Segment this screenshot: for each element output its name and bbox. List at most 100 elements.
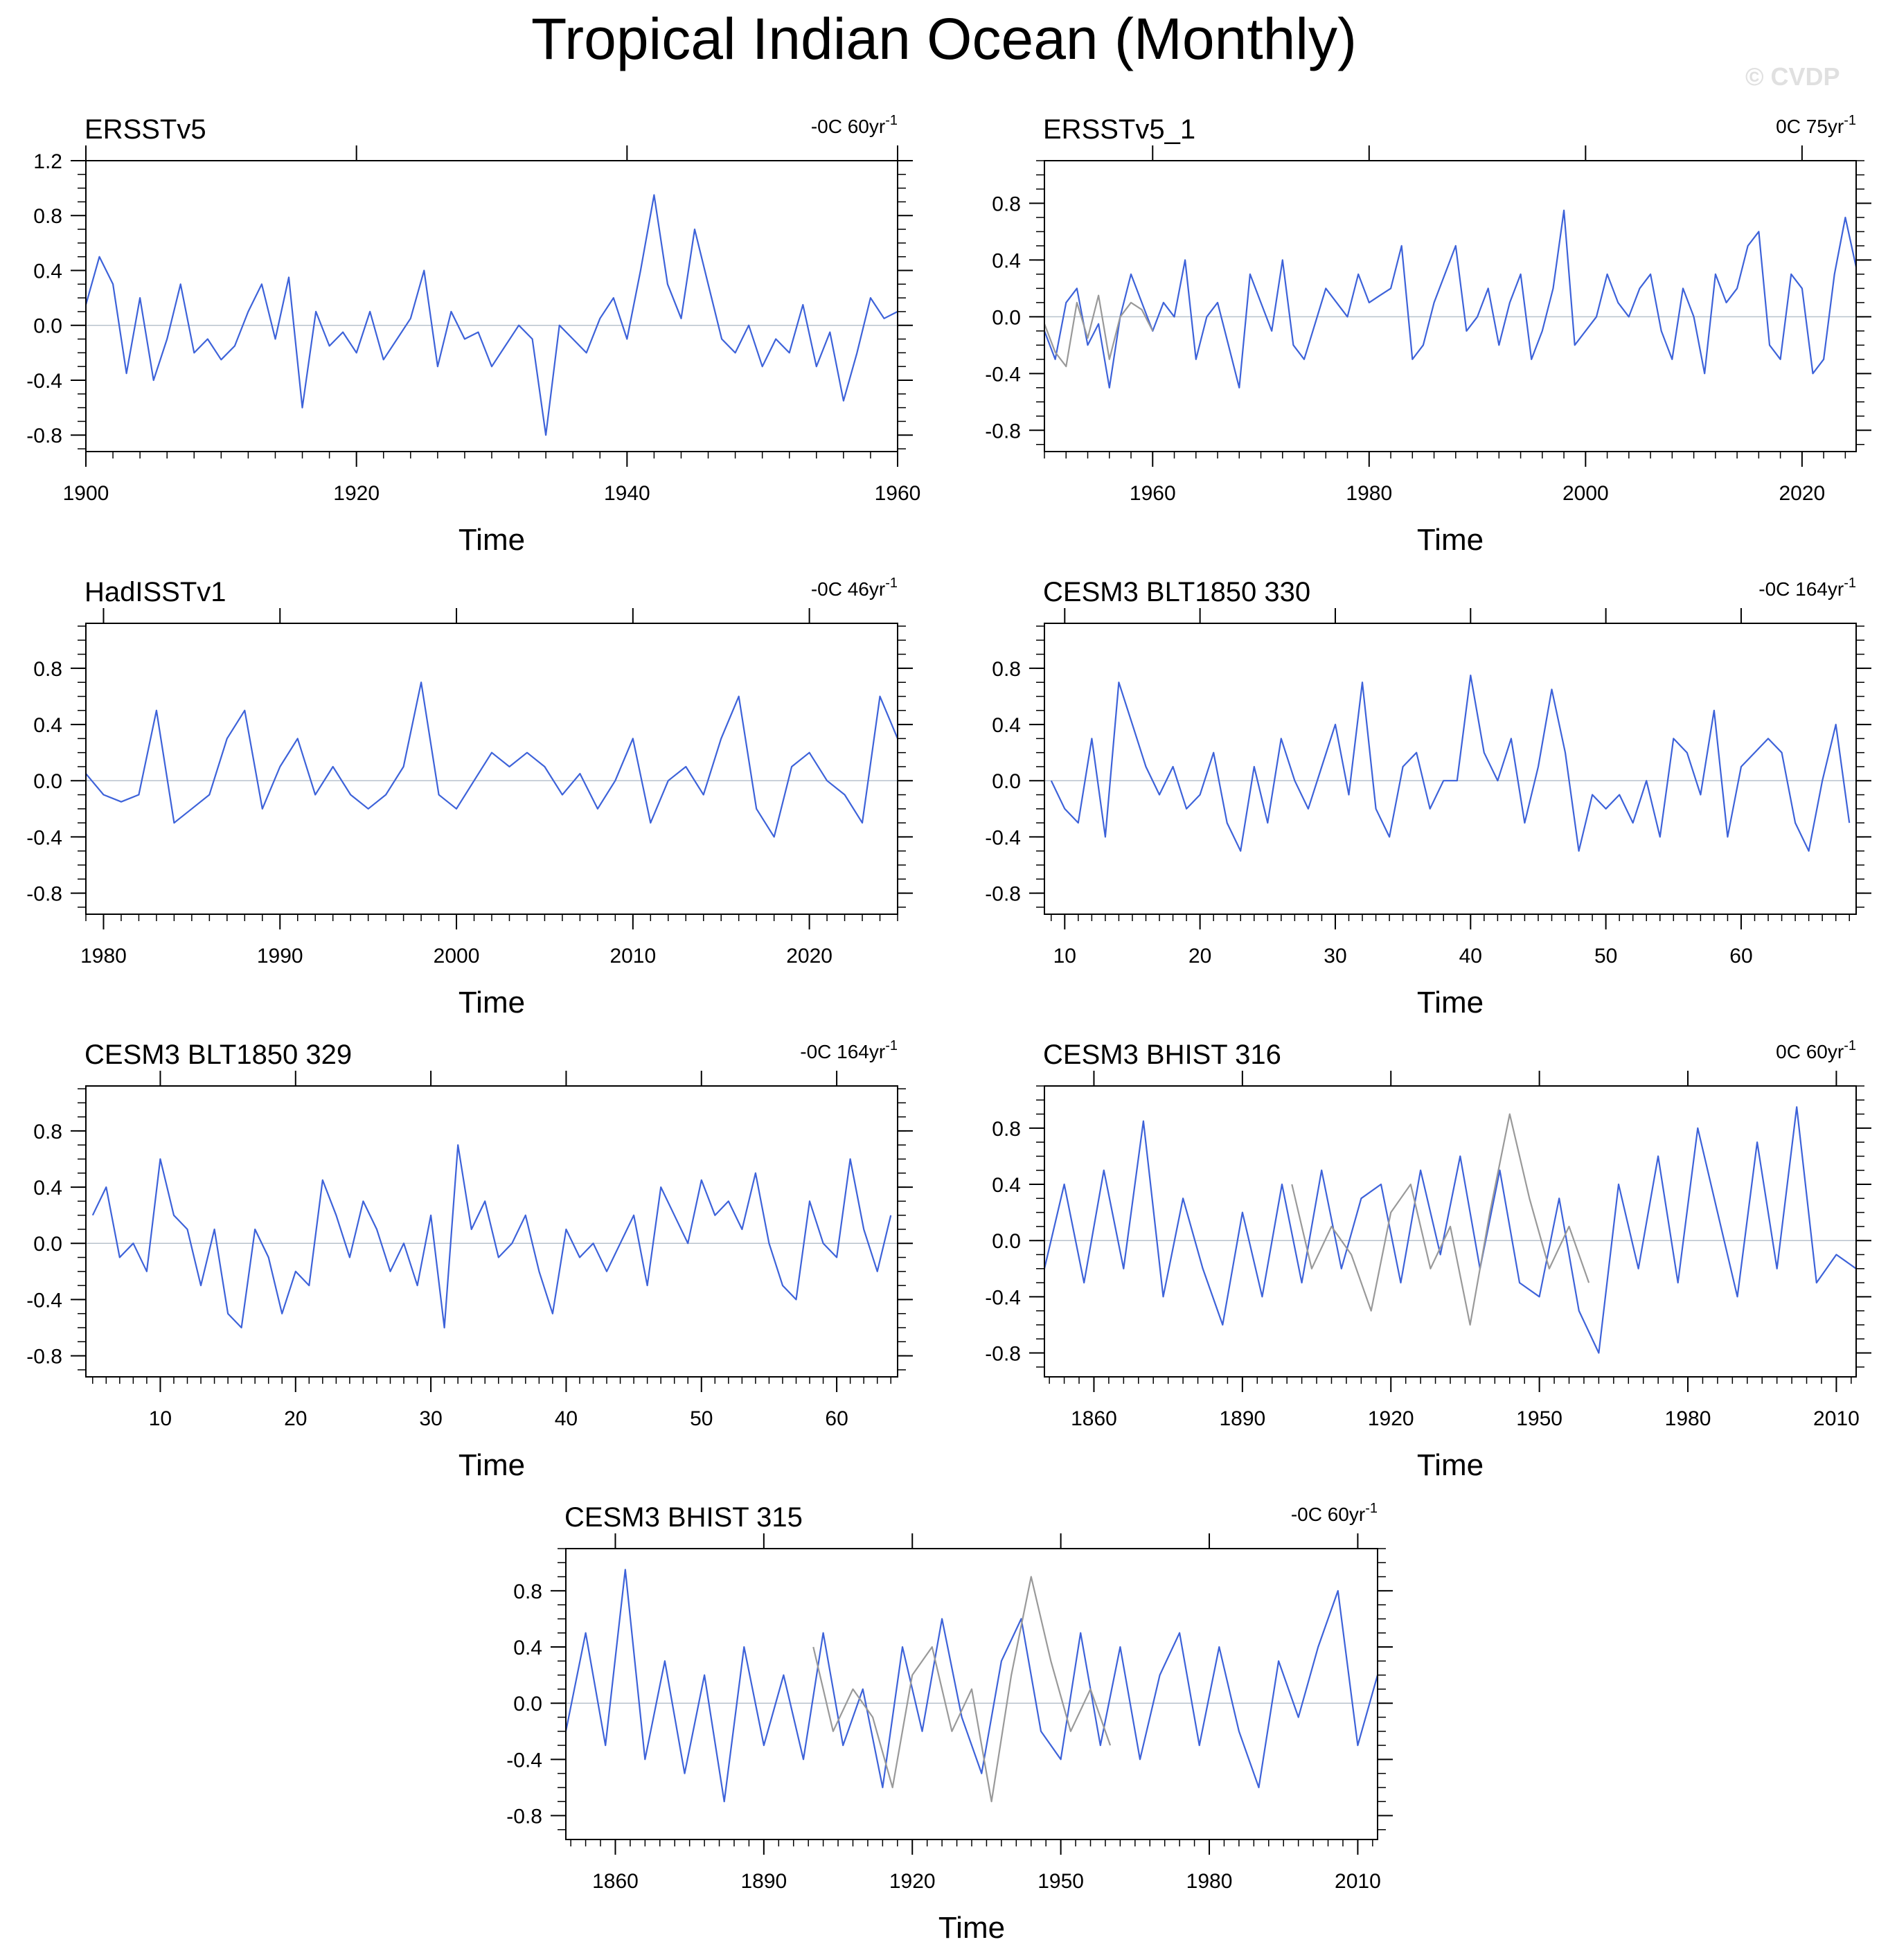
trend-annotation-exponent: -1 bbox=[885, 1038, 898, 1053]
trend-annotation-exponent: -1 bbox=[885, 113, 898, 128]
chart-panel-3: 0.8 0.4 0.0 -0.4 -0.8 1980 1990 2000 2010 2020 Had… bbox=[26, 576, 913, 1019]
y-tick-label: -0.4 bbox=[26, 826, 62, 849]
x-tick-label: 1920 bbox=[889, 1870, 936, 1893]
x-tick-label: 1950 bbox=[1037, 1870, 1084, 1893]
y-tick-label: -0.4 bbox=[26, 1289, 62, 1312]
trend-annotation-exponent: -1 bbox=[885, 576, 898, 591]
y-tick-label: -0.8 bbox=[985, 420, 1021, 443]
plot-frame bbox=[1044, 1085, 1857, 1378]
x-tick-label: 50 bbox=[1594, 945, 1617, 968]
y-tick-label: 0.0 bbox=[33, 770, 62, 793]
x-tick-label: 1960 bbox=[875, 482, 921, 505]
x-tick-label: 1950 bbox=[1516, 1407, 1562, 1430]
y-tick-label: 0.8 bbox=[33, 1121, 62, 1143]
panel-title: CESM3 BHIST 315 bbox=[564, 1502, 803, 1533]
x-tick-label: 1900 bbox=[63, 482, 109, 505]
x-tick-label: 50 bbox=[690, 1407, 713, 1430]
x-tick-label: 1860 bbox=[592, 1870, 639, 1893]
trend-annotation: -0C 46yr-1 bbox=[811, 576, 898, 600]
x-tick-label: 2000 bbox=[434, 945, 480, 968]
plot-frame bbox=[85, 623, 898, 915]
x-axis-label: Time bbox=[938, 1911, 1005, 1945]
y-tick-label: 0.4 bbox=[992, 714, 1021, 737]
panel-title: ERSSTv5 bbox=[84, 114, 206, 145]
x-tick-label: 1890 bbox=[740, 1870, 787, 1893]
x-axis-label: Time bbox=[1417, 1448, 1484, 1482]
y-tick-label: -0.8 bbox=[985, 1343, 1021, 1366]
y-tick-label: 0.0 bbox=[33, 315, 62, 338]
y-tick-label: -0.8 bbox=[985, 883, 1021, 906]
trend-annotation: 0C 60yr-1 bbox=[1776, 1038, 1856, 1062]
x-tick-label: 1980 bbox=[80, 945, 127, 968]
y-tick-label: 0.8 bbox=[992, 658, 1021, 681]
panel-title: CESM3 BHIST 316 bbox=[1043, 1040, 1281, 1070]
trend-annotation-exponent: -1 bbox=[1844, 1038, 1856, 1053]
x-tick-label: 2020 bbox=[1779, 482, 1825, 505]
x-tick-label: 1980 bbox=[1665, 1407, 1711, 1430]
x-axis-label: Time bbox=[1417, 986, 1484, 1019]
x-tick-label: 60 bbox=[825, 1407, 848, 1430]
y-tick-label: -0.4 bbox=[985, 826, 1021, 849]
plot-frame bbox=[1044, 160, 1857, 452]
plot-frame bbox=[85, 160, 898, 452]
y-tick-label: 0.8 bbox=[992, 1118, 1021, 1141]
x-tick-label: 30 bbox=[1324, 945, 1346, 968]
trend-annotation-exponent: -1 bbox=[1365, 1501, 1378, 1516]
x-tick-label: 60 bbox=[1729, 945, 1752, 968]
y-tick-label: 0.8 bbox=[992, 193, 1021, 215]
chart-panel-2: 0.8 0.4 0.0 -0.4 -0.8 1960 1980 2000 2020 ERSSTv5… bbox=[985, 113, 1871, 557]
y-tick-label: 1.2 bbox=[33, 150, 62, 173]
chart-panel-1: 1.2 0.8 0.4 0.0 -0.4 -0.8 1900 1920 1940 1960 ERSS… bbox=[26, 113, 920, 557]
y-tick-label: 0.4 bbox=[992, 1174, 1021, 1197]
y-tick-label: 0.8 bbox=[33, 658, 62, 681]
x-tick-label: 10 bbox=[1053, 945, 1076, 968]
observed-series-line bbox=[812, 1576, 1112, 1803]
plot-frame bbox=[565, 1548, 1378, 1840]
x-tick-label: 1990 bbox=[257, 945, 303, 968]
chart-panel-5: 0.8 0.4 0.0 -0.4 -0.8 10 20 30 40 50 60 CESM3 BLT18… bbox=[26, 1038, 913, 1482]
x-tick-label: 2000 bbox=[1562, 482, 1609, 505]
x-tick-label: 2010 bbox=[609, 945, 656, 968]
y-tick-label: 0.0 bbox=[513, 1693, 542, 1716]
trend-annotation: 0C 75yr-1 bbox=[1776, 113, 1856, 137]
y-tick-label: 0.8 bbox=[513, 1580, 542, 1603]
trend-annotation: -0C 164yr-1 bbox=[1758, 576, 1856, 600]
y-tick-label: -0.4 bbox=[985, 1286, 1021, 1309]
model-series-line bbox=[84, 194, 898, 436]
y-tick-label: 0.0 bbox=[992, 306, 1021, 329]
y-tick-label: 0.4 bbox=[33, 1177, 62, 1200]
x-tick-label: 1980 bbox=[1346, 482, 1392, 505]
chart-panel-6: 0.8 0.4 0.0 -0.4 -0.8 1860 1890 1920 1950 1980 201… bbox=[985, 1038, 1871, 1482]
panel-title: HadISSTv1 bbox=[84, 577, 226, 607]
plot-frame bbox=[85, 1085, 898, 1378]
y-tick-label: -0.4 bbox=[985, 363, 1021, 386]
trend-annotation: -0C 164yr-1 bbox=[800, 1038, 898, 1062]
y-tick-label: 0.4 bbox=[33, 714, 62, 737]
observed-series-line bbox=[1291, 1113, 1590, 1326]
x-axis-label: Time bbox=[458, 523, 525, 557]
trend-annotation: -0C 60yr-1 bbox=[811, 113, 898, 137]
x-tick-label: 20 bbox=[284, 1407, 307, 1430]
y-tick-label: 0.8 bbox=[33, 205, 62, 228]
trend-annotation: -0C 60yr-1 bbox=[1291, 1501, 1378, 1525]
y-tick-label: -0.8 bbox=[26, 883, 62, 906]
model-series-line bbox=[1050, 674, 1851, 852]
x-tick-label: 40 bbox=[1459, 945, 1482, 968]
x-axis-label: Time bbox=[458, 986, 525, 1019]
model-series-line bbox=[1043, 1106, 1857, 1354]
x-tick-label: 20 bbox=[1188, 945, 1211, 968]
x-axis-label: Time bbox=[458, 1448, 525, 1482]
panel-title: ERSSTv5_1 bbox=[1043, 114, 1195, 145]
chart-panel-7: 0.8 0.4 0.0 -0.4 -0.8 1860 1890 1920 1950 1980 201… bbox=[506, 1501, 1393, 1945]
x-tick-label: 1960 bbox=[1130, 482, 1176, 505]
page-title: Tropical Indian Ocean (Monthly) bbox=[531, 6, 1357, 71]
y-tick-label: -0.8 bbox=[26, 1346, 62, 1369]
x-tick-label: 1860 bbox=[1071, 1407, 1117, 1430]
watermark: © CVDP bbox=[1745, 62, 1840, 91]
y-tick-label: 0.4 bbox=[33, 260, 62, 283]
x-tick-label: 40 bbox=[555, 1407, 578, 1430]
panel-title: CESM3 BLT1850 330 bbox=[1043, 577, 1310, 607]
x-tick-label: 2020 bbox=[786, 945, 832, 968]
x-tick-label: 1980 bbox=[1186, 1870, 1233, 1893]
